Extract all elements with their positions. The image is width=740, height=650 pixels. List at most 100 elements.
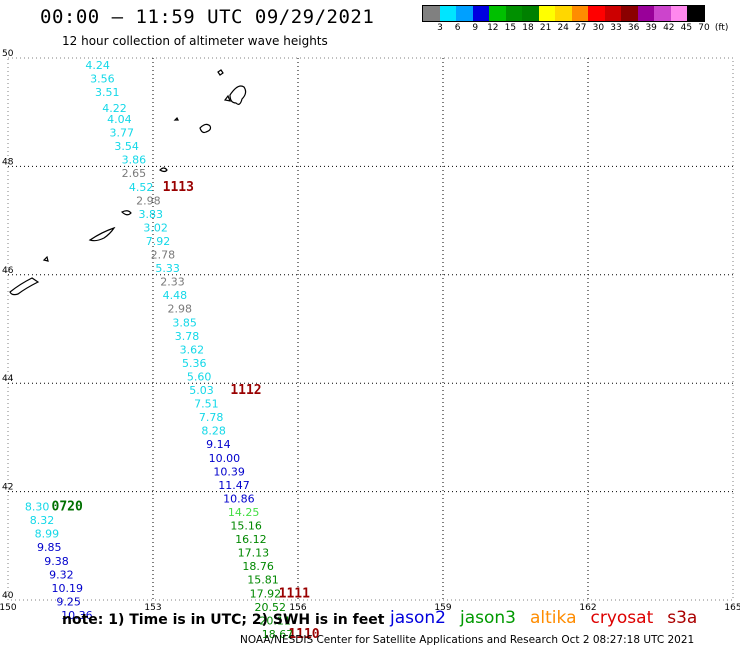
wave-height-value: 10.36 — [61, 609, 93, 622]
satellite-legend: jason2 jason3 altika cryosat s3a — [390, 608, 711, 628]
legend-swatch — [670, 6, 687, 21]
legend-label: 36 — [627, 23, 640, 33]
color-legend-labels: 3 6 9 12 15 18 21 24 27 30 33 36 39 42 45 70 (ft) — [422, 23, 740, 35]
wave-height-value: 10.19 — [52, 582, 84, 595]
legend-swatch — [654, 6, 671, 21]
footer-credit: NOAA/NESDIS Center for Satellite Applica… — [240, 634, 695, 646]
wave-height-value: 2.78 — [151, 249, 176, 262]
wave-height-value: 5.60 — [187, 370, 212, 383]
wave-height-value: 3.54 — [114, 140, 139, 153]
island-outline — [9, 277, 40, 296]
legend-swatch — [472, 6, 489, 21]
x-tick-label: 162 — [579, 603, 596, 613]
wave-height-value: 2.98 — [168, 303, 193, 316]
wave-height-value: 20.52 — [255, 601, 287, 614]
legend-label: 12 — [487, 23, 499, 33]
wave-height-value: 8.32 — [30, 514, 55, 527]
wave-height-value: 20.11 — [259, 614, 291, 627]
wave-height-value: 3.83 — [139, 208, 164, 221]
legend-swatch — [621, 6, 638, 21]
wave-height-value: 2.65 — [122, 167, 147, 180]
x-tick-label: 150 — [0, 603, 17, 613]
wave-height-value: 14.25 — [228, 506, 260, 519]
wave-height-value: 4.48 — [163, 289, 188, 302]
island-outline — [173, 116, 179, 121]
wave-height-value: 10.86 — [223, 492, 255, 505]
page-subtitle: 12 hour collection of altimeter wave hei… — [62, 34, 328, 48]
island-outline — [120, 210, 132, 216]
island-outline — [42, 255, 49, 262]
legend-label: 18 — [522, 23, 534, 33]
wave-height-value: 15.16 — [230, 520, 261, 533]
legend-label: 21 — [539, 23, 552, 33]
wave-height-value: 3.51 — [95, 86, 120, 99]
legend-swatch — [538, 6, 555, 21]
wave-height-value: 9.85 — [37, 541, 62, 554]
satellite-jason3-label: jason3 — [460, 608, 516, 628]
legend-swatch — [456, 6, 473, 21]
pass-time-label: 1111 — [279, 586, 310, 601]
legend-swatch — [687, 6, 704, 21]
wave-height-value: 8.30 — [25, 501, 49, 514]
wave-height-value: 3.02 — [143, 221, 168, 234]
legend-label: 39 — [645, 23, 657, 33]
legend-label: 15 — [504, 23, 517, 33]
legend-swatch — [571, 6, 588, 21]
wave-height-value: 2.98 — [136, 194, 161, 207]
legend-label: 70 — [698, 23, 710, 33]
wave-height-value: 5.03 — [189, 384, 214, 397]
wave-height-value: 18.67 — [262, 628, 294, 641]
legend-label: 27 — [575, 23, 587, 33]
pass-time-label: 1110 — [288, 627, 319, 642]
x-tick-label: 165 — [724, 603, 740, 613]
legend-swatch — [423, 6, 440, 21]
island-outline — [199, 123, 212, 134]
page-title: 00:00 – 11:59 UTC 09/29/2021 — [40, 6, 375, 28]
island-outline — [223, 94, 231, 102]
y-tick-label: 46 — [2, 266, 14, 276]
legend-swatch — [637, 6, 654, 21]
legend-swatch — [522, 6, 539, 21]
wave-height-value: 9.25 — [56, 595, 80, 608]
legend-label: 45 — [680, 23, 693, 33]
legend-swatch — [555, 6, 572, 21]
color-legend — [422, 5, 705, 22]
wave-height-value: 5.36 — [182, 357, 207, 370]
legend-swatch — [439, 6, 456, 21]
x-tick-label: 156 — [289, 603, 306, 613]
x-tick-label: 153 — [144, 603, 161, 613]
wave-height-value: 4.22 — [102, 102, 127, 115]
wave-height-value: 3.78 — [175, 330, 200, 343]
pass-time-label: 1113 — [163, 180, 194, 195]
wave-height-value: 7.51 — [194, 398, 219, 411]
map-frame — [7, 57, 734, 601]
y-tick-label: 42 — [2, 483, 13, 493]
wave-height-value: 7.78 — [199, 411, 224, 424]
pass-time-label: 1112 — [230, 383, 261, 398]
legend-swatch — [505, 6, 522, 21]
legend-label: 3 — [437, 23, 443, 33]
legend-label: 6 — [454, 23, 461, 33]
legend-label: 24 — [557, 23, 569, 33]
island-outline — [159, 167, 168, 173]
wave-height-value: 10.00 — [209, 452, 241, 465]
wave-height-value: 11.47 — [218, 479, 250, 492]
wave-height-value: 15.81 — [247, 574, 279, 587]
y-tick-label: 48 — [2, 157, 14, 167]
wave-height-value: 9.14 — [206, 438, 231, 451]
y-tick-label: 50 — [2, 49, 14, 59]
wave-height-value: 16.12 — [235, 533, 267, 546]
satellite-s3a-label: s3a — [667, 608, 698, 628]
wave-height-value: 4.52 — [129, 181, 154, 194]
wave-height-value: 3.85 — [172, 316, 197, 329]
legend-label: 42 — [663, 23, 675, 33]
wave-height-value: 9.38 — [44, 555, 69, 568]
wave-height-value: 7.92 — [146, 235, 171, 248]
island-outline — [217, 69, 224, 76]
wave-height-value: 2.33 — [160, 276, 185, 289]
legend-swatch — [604, 6, 621, 21]
wave-height-value: 3.77 — [110, 127, 135, 140]
wave-height-value: 5.33 — [155, 262, 180, 275]
